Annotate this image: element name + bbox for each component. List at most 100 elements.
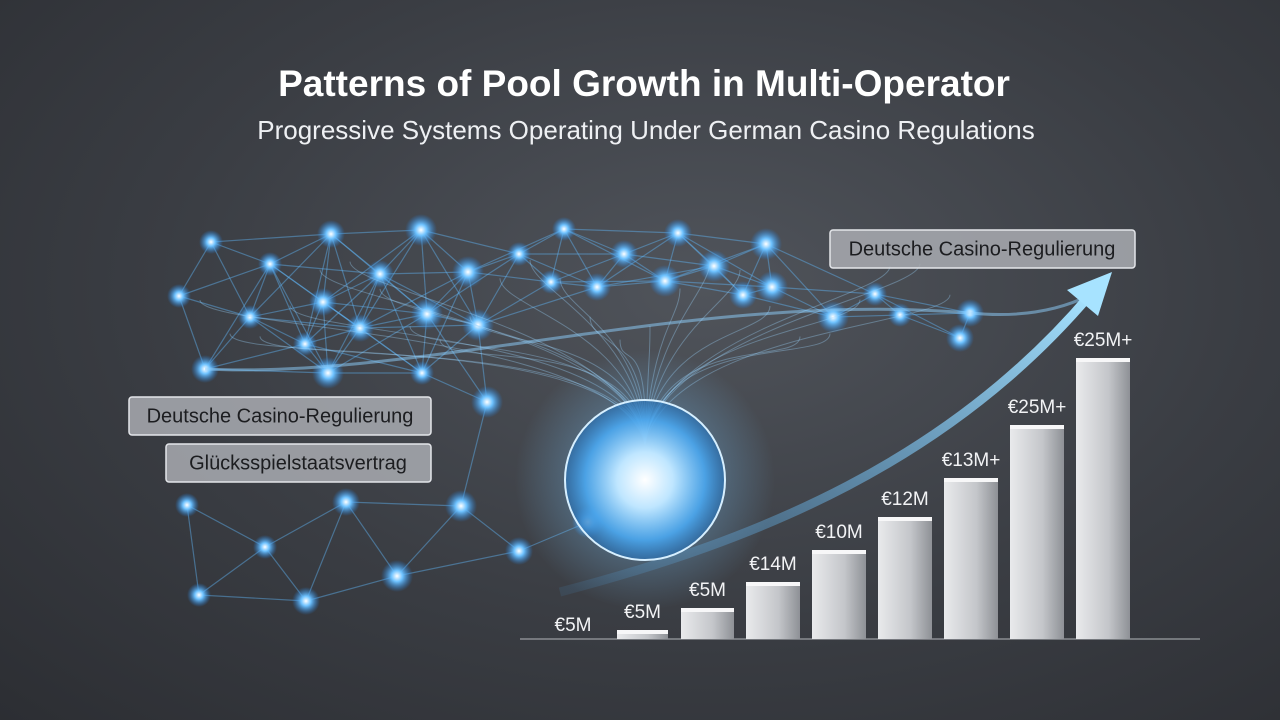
stream [204, 293, 1091, 372]
bar-label: €5M [624, 602, 661, 623]
bar-label: €12M [881, 489, 929, 510]
network-node [332, 488, 360, 516]
bar [617, 630, 668, 639]
network-node [187, 583, 211, 607]
network-node [405, 214, 437, 246]
network-link [420, 229, 520, 255]
bar-label: €13M+ [942, 450, 1001, 471]
bar [878, 517, 932, 639]
title: Patterns of Pool Growth in Multi-Operato… [278, 63, 1010, 104]
network-link [210, 241, 251, 318]
network-node [750, 228, 782, 260]
callout-box [128, 396, 432, 436]
network-node [863, 282, 887, 306]
network-node [552, 217, 576, 241]
bar-top [617, 630, 668, 634]
network-link [874, 293, 971, 314]
network-node [946, 324, 974, 352]
arrow-head [1067, 272, 1112, 316]
network-node [756, 271, 788, 303]
network-node [452, 256, 484, 288]
network-link [204, 343, 306, 370]
network-link [249, 316, 329, 374]
bar-top [812, 550, 866, 554]
network-node [649, 265, 681, 297]
network-node [445, 490, 477, 522]
bar-top [681, 608, 734, 612]
network-node [199, 230, 223, 254]
network-node [346, 314, 374, 342]
network-link [460, 401, 488, 507]
network-link [359, 271, 469, 329]
network-node [471, 386, 503, 418]
network-node [583, 273, 611, 301]
network-node [292, 587, 320, 615]
network-link [178, 295, 251, 318]
network-node [698, 250, 730, 282]
network-node [293, 332, 317, 356]
network-link [420, 229, 479, 326]
network-node [411, 298, 443, 330]
bar-top [878, 517, 932, 521]
callout: Deutsche Casino-Regulierung [849, 238, 1116, 260]
network-link [765, 243, 834, 318]
bar-label: €10M [815, 522, 863, 543]
network-link [249, 233, 332, 318]
network-node [309, 288, 337, 316]
bar [812, 550, 866, 639]
callout: Deutsche Casino-Regulierung [147, 405, 414, 427]
network-link [186, 504, 200, 596]
network-link [327, 313, 428, 374]
network-node [381, 560, 413, 592]
network-node [539, 270, 563, 294]
network-link [304, 273, 381, 345]
network-link [178, 263, 271, 297]
bar-label: €14M [749, 554, 797, 575]
network-node [507, 242, 531, 266]
network-node [238, 305, 262, 329]
network-link [664, 280, 773, 288]
bar-label: €25M+ [1074, 330, 1133, 351]
network-link [426, 313, 488, 403]
network-node [366, 260, 394, 288]
network-link [322, 301, 423, 374]
network-link [249, 316, 361, 329]
network-link [596, 232, 679, 288]
network-link [345, 501, 462, 507]
network-node [253, 535, 277, 559]
network-link [518, 253, 598, 288]
network-node [312, 357, 344, 389]
bar [1076, 358, 1130, 639]
bar-top [1076, 358, 1130, 362]
bar [1010, 425, 1064, 639]
network-node [610, 240, 638, 268]
network-node [664, 219, 692, 247]
network-link [771, 286, 876, 295]
network-link [396, 550, 520, 577]
bar [681, 608, 734, 639]
network-link [198, 594, 307, 602]
network-link [186, 504, 266, 548]
network-node [175, 493, 199, 517]
network-link [264, 501, 347, 548]
network-node [167, 284, 191, 308]
network-link [210, 233, 332, 243]
network-link [305, 501, 347, 602]
network-link [563, 228, 679, 234]
network-link [304, 343, 423, 374]
bar-top [944, 478, 998, 482]
network-link [874, 293, 961, 339]
bar-top [746, 582, 800, 586]
network-link [269, 263, 329, 374]
network-node [317, 220, 345, 248]
bar-label: €5M [689, 580, 726, 601]
network-link [765, 243, 876, 295]
bar-top [1010, 425, 1064, 429]
network-node [410, 361, 434, 385]
network-node [462, 309, 494, 341]
network-node [888, 303, 912, 327]
network-link [330, 233, 361, 329]
network-link [477, 286, 598, 326]
network-link [269, 263, 306, 345]
bar-label: €5M [555, 615, 592, 636]
